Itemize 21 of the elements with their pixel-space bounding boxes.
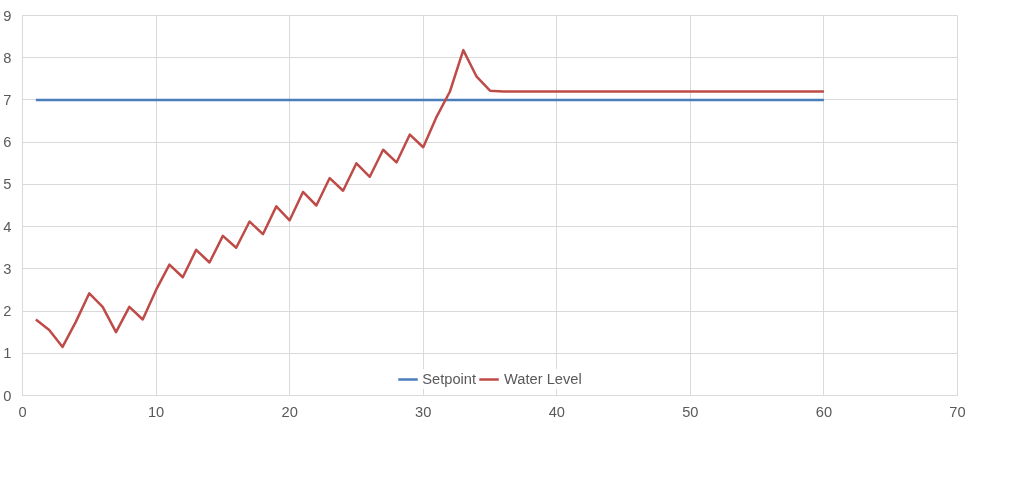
y-tick-label: 2 <box>3 303 12 320</box>
x-tick-label: 10 <box>147 403 165 420</box>
y-tick-label: 7 <box>3 91 12 108</box>
x-tick-label: 50 <box>682 403 699 420</box>
legend-label: Water Level <box>504 371 582 387</box>
y-tick-label: 5 <box>3 176 12 193</box>
x-tick-label: 0 <box>18 403 27 420</box>
y-tick-label: 8 <box>3 49 12 66</box>
x-tick-label: 20 <box>281 403 298 420</box>
line-series <box>34 48 826 349</box>
x-tick-label: 30 <box>415 403 432 420</box>
y-tick-label: 1 <box>3 345 12 362</box>
y-tick-label: 9 <box>3 7 12 24</box>
y-tick-label: 6 <box>3 134 12 151</box>
x-tick-label: 60 <box>815 403 833 420</box>
x-tick-label: 70 <box>949 403 966 420</box>
x-tick-label: 40 <box>548 403 565 420</box>
y-tick-label: 4 <box>3 218 12 235</box>
y-tick-label: 3 <box>3 260 12 277</box>
legend-label: Setpoint <box>422 371 477 387</box>
y-tick-label: 0 <box>3 387 12 404</box>
